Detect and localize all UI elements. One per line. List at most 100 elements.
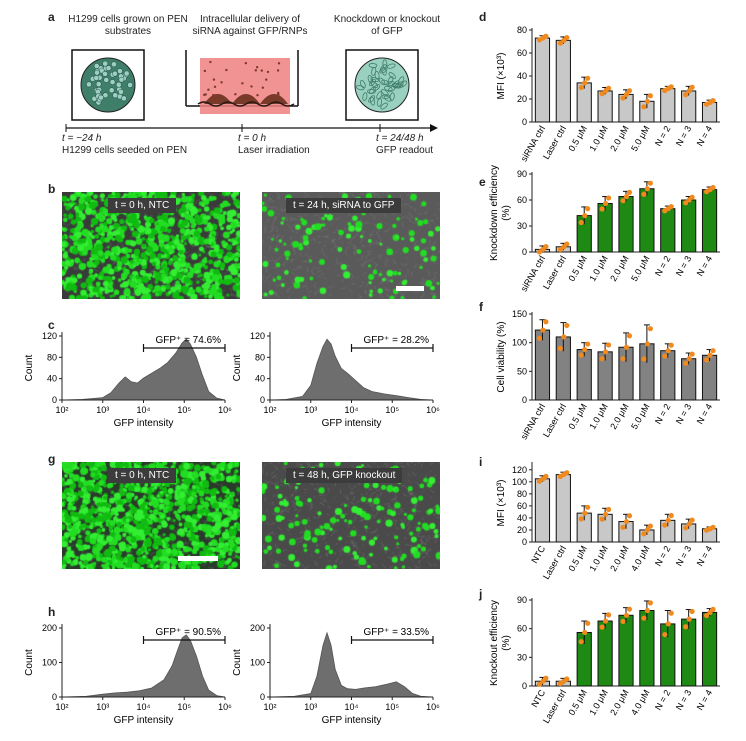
y-tick-label: 100	[512, 477, 527, 487]
data-point	[557, 40, 563, 46]
data-point	[564, 676, 570, 682]
y-tick-label: 100	[512, 338, 527, 348]
bar	[597, 202, 613, 253]
data-point	[626, 88, 633, 94]
data-point	[641, 531, 647, 537]
data-point	[582, 510, 588, 516]
data-point	[644, 607, 650, 614]
data-point	[578, 219, 584, 226]
data-point	[686, 616, 692, 622]
data-point	[564, 241, 570, 247]
x-tick-label: 10⁴	[345, 702, 359, 712]
x-tick-label: 10²	[55, 702, 68, 712]
y-tick-label: 0	[522, 537, 527, 547]
data-point	[543, 473, 549, 479]
data-point	[578, 516, 584, 522]
x-tick-label: 0.5 μM	[566, 544, 589, 573]
data-point	[543, 33, 549, 39]
x-tick-label: N = 2	[653, 254, 673, 278]
cell-dots-1	[86, 60, 133, 106]
data-point	[683, 360, 689, 366]
bar	[660, 350, 676, 401]
data-point	[585, 341, 591, 347]
data-point	[686, 88, 692, 94]
data-point	[703, 357, 710, 363]
y-axis-label: Knockdown efficiency	[489, 165, 500, 261]
x-tick-label: 10²	[263, 702, 276, 712]
data-point	[578, 84, 584, 91]
micrograph-g-right-label: t = 48 h, GFP knockout	[286, 468, 403, 483]
bar	[681, 199, 697, 253]
bar	[534, 329, 551, 401]
y-tick-label: 100	[42, 658, 57, 668]
x-tick-label: 0.5 μM	[566, 254, 589, 283]
data-point	[644, 341, 650, 347]
x-tick-label: N = 3	[674, 688, 694, 712]
data-point	[582, 80, 588, 86]
x-tick-label: N = 2	[653, 402, 673, 426]
x-tick-label: 10³	[96, 702, 109, 712]
data-point	[582, 346, 588, 353]
histogram-area	[61, 634, 226, 698]
data-point	[536, 681, 543, 687]
data-point	[668, 84, 674, 90]
data-point	[603, 618, 609, 624]
data-point	[665, 621, 671, 627]
t2-text: t = 0 h Laser irradiation	[238, 133, 310, 156]
timeline-arrow	[430, 124, 438, 132]
y-tick-label: 50	[517, 366, 527, 376]
x-tick-label: 1.0 μM	[587, 544, 610, 573]
data-point	[620, 95, 626, 101]
x-tick-label: 10³	[96, 405, 109, 415]
panel-label-c: c	[48, 318, 55, 332]
data-point	[578, 639, 584, 645]
bar	[534, 37, 551, 123]
x-tick-label: 0.5 μM	[566, 688, 589, 717]
x-tick-label: 10⁶	[426, 405, 440, 415]
x-axis-label: GFP intensity	[114, 715, 174, 726]
data-point	[683, 92, 689, 98]
histogram-c-left: 0 40 80 120 10² 10³ 10⁴ 10⁵ 10⁶ GFP intensity Coun…	[24, 331, 232, 429]
x-tick-label: 10⁶	[218, 405, 232, 415]
x-axis-label: GFP intensity	[114, 418, 174, 429]
data-point	[626, 606, 633, 612]
data-point	[641, 356, 647, 362]
data-point	[585, 206, 591, 212]
x-tick-label: 5.0 μM	[629, 402, 652, 431]
data-point	[668, 203, 674, 210]
data-point	[641, 615, 647, 621]
data-point	[603, 200, 609, 207]
data-point	[585, 75, 591, 81]
histogram-c-right: 0 40 80 120 10² 10³ 10⁴ 10⁵ 10⁶ GFP intensity Coun…	[232, 331, 440, 429]
y-axis-label: (%)	[501, 205, 512, 221]
histogram-area	[269, 338, 434, 401]
y-tick-label: 0	[52, 692, 57, 702]
data-point	[623, 91, 630, 97]
panel-label-g: g	[48, 452, 56, 466]
t1-text: t = −24 h H1299 cells seeded on PEN	[62, 133, 188, 156]
data-point	[689, 194, 695, 200]
x-tick-label: 1.0 μM	[587, 254, 610, 283]
data-point	[557, 246, 563, 253]
data-point	[582, 629, 588, 636]
histogram-area	[61, 338, 226, 401]
bar	[555, 39, 571, 123]
y-axis-label: Count	[24, 649, 35, 676]
step1-text: H1299 cells grown on PEN substrates	[68, 14, 188, 37]
y-tick-label: 80	[255, 352, 265, 362]
x-tick-label: 2.0 μM	[608, 688, 631, 717]
gate-label: GFP⁺ = 90.5%	[155, 627, 221, 638]
data-point	[683, 525, 689, 531]
panel-label-a: a	[48, 10, 55, 24]
bar	[618, 196, 634, 253]
bar	[660, 208, 676, 253]
data-point	[599, 91, 605, 97]
x-tick-label: 10³	[304, 405, 317, 415]
y-tick-label: 0	[260, 692, 265, 702]
data-point	[578, 352, 584, 358]
panel-label-i: i	[479, 455, 483, 469]
data-point	[623, 518, 630, 525]
micrograph-b-right: t = 24 h, siRNA to GFP	[262, 192, 440, 299]
x-tick-label: 1.0 μM	[587, 688, 610, 717]
